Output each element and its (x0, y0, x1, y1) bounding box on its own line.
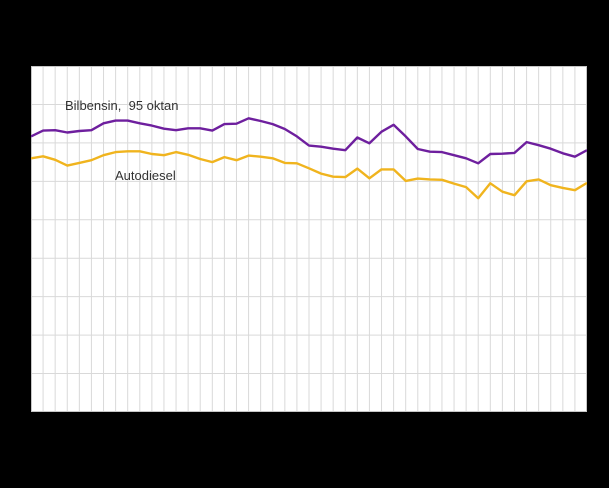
series-line-bilbensin (31, 117, 587, 165)
series-label-autodiesel: Autodiesel (115, 168, 176, 183)
chart-canvas (31, 66, 587, 412)
series-label-bilbensin: Bilbensin, 95 oktan (65, 98, 179, 113)
plot-area: Bilbensin, 95 oktan Autodiesel (31, 66, 587, 412)
plot-border (31, 66, 587, 412)
series-line-autodiesel (31, 150, 587, 200)
